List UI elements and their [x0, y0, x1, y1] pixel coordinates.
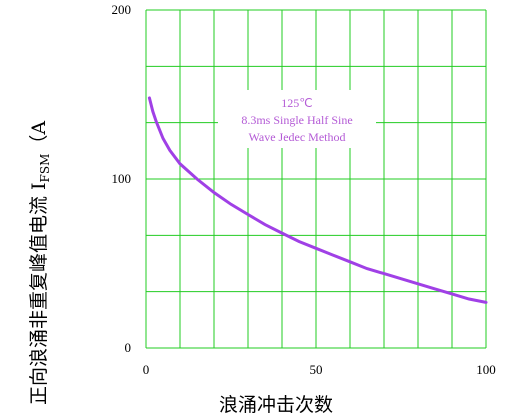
y-axis-label-sub: FSM — [38, 154, 52, 183]
data-series-curve — [147, 96, 488, 304]
y-axis-label: 正向浪涌非重复峰值电流 IFSM（A — [28, 121, 52, 405]
x-tick-label: 100 — [476, 362, 496, 377]
x-axis-label: 浪涌冲击次数 — [219, 394, 333, 416]
y-tick-labels: 0 100 200 — [112, 2, 132, 355]
x-tick-labels: 0 50 100 — [143, 362, 496, 377]
y-axis-label-main: 正向浪涌非重复峰值电流 I — [28, 182, 50, 405]
y-axis-label-end: （A — [28, 121, 50, 154]
y-tick-label: 0 — [125, 340, 132, 355]
annotation-box — [218, 90, 376, 148]
x-tick-label: 0 — [143, 362, 150, 377]
y-tick-label: 200 — [112, 2, 132, 17]
y-tick-label: 100 — [112, 171, 132, 186]
annotation-line-2: 8.3ms Single Half Sine — [241, 113, 352, 127]
annotation-line-1: 125℃ — [281, 96, 312, 110]
grid — [145, 9, 487, 349]
x-tick-label: 50 — [310, 362, 323, 377]
annotation-line-3: Wave Jedec Method — [249, 130, 346, 144]
